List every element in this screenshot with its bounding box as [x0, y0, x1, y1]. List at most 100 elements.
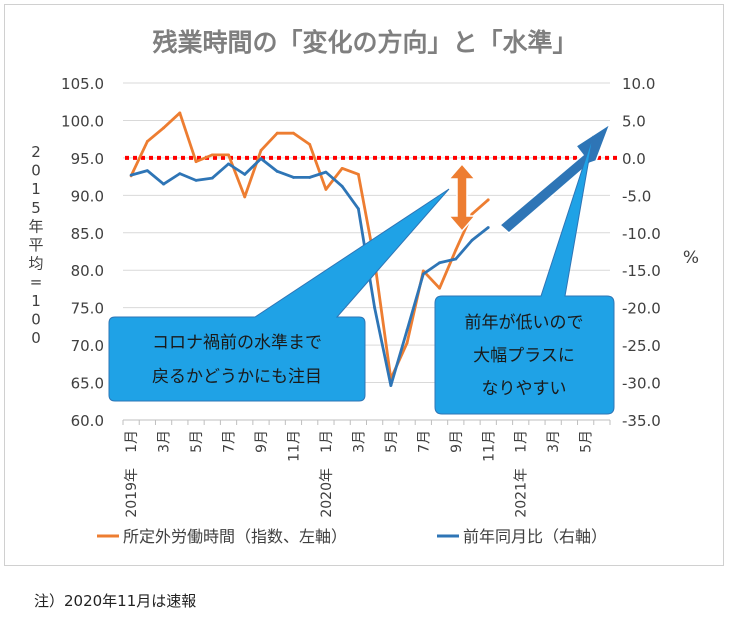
series-layer: [129, 111, 490, 387]
right-tick-label: -35.0: [622, 412, 661, 430]
data-point-0: [438, 286, 441, 290]
data-point-1: [292, 175, 295, 179]
left-tick-label: 65.0: [71, 375, 104, 393]
data-point-1: [389, 384, 393, 387]
data-point-1: [340, 184, 344, 188]
data-point-0: [178, 111, 182, 115]
x-tick-label: 3月: [351, 430, 367, 453]
left-tick-label: 70.0: [71, 337, 104, 355]
left-tick-label: 80.0: [71, 262, 104, 280]
x-tick-label: 3月: [546, 430, 562, 453]
x-tick-label: 1月: [514, 430, 530, 453]
rise-arrow-icon: [498, 122, 612, 234]
chart-svg: 残業時間の「変化の方向」と「水準」 105.0100.095.090.085.0…: [28, 28, 699, 546]
x-tick-label: 3月: [157, 430, 173, 453]
chart-title: 残業時間の「変化の方向」と「水準」: [152, 28, 577, 57]
data-point-1: [438, 261, 441, 265]
right-axis: 10.0 5.0 0.0 -5.0 -10.0 -15.0 -20.0 -25.0 -30.0 -…: [622, 75, 661, 430]
left-axis-title-char: 0: [31, 162, 41, 180]
right-tick-label: -25.0: [622, 337, 661, 355]
data-point-1: [162, 182, 165, 186]
data-point-1: [405, 328, 409, 332]
left-axis-title-char: 平: [28, 236, 43, 254]
data-point-0: [162, 126, 165, 130]
left-tick-label: 90.0: [71, 187, 104, 205]
x-year-label: 2020年: [319, 468, 335, 518]
x-tick-label: 9月: [449, 430, 465, 453]
chart-frame: 残業時間の「変化の方向」と「水準」 105.0 100.0 95.0 90.0 85.0…: [4, 4, 724, 566]
x-year-label: 2019年: [124, 468, 140, 518]
x-tick-label: 7月: [222, 430, 238, 453]
left-tick-label: 105.0: [61, 75, 104, 93]
right-tick-label: -20.0: [622, 300, 661, 318]
data-point-0: [340, 166, 344, 170]
left-tick-label: 60.0: [71, 412, 104, 430]
data-point-1: [275, 169, 279, 173]
x-tick-label: 9月: [254, 430, 270, 453]
data-point-0: [308, 143, 312, 146]
data-point-1: [210, 176, 214, 180]
left-axis-title-char: =: [30, 273, 43, 291]
callout-text-right: 大幅プラスに: [473, 346, 575, 366]
data-point-0: [405, 341, 409, 345]
gap-arrow-icon: [447, 162, 477, 233]
data-point-0: [275, 131, 279, 135]
left-axis-title-char: 0: [31, 310, 41, 328]
x-tick-label: 5月: [384, 430, 400, 453]
data-point-0: [227, 153, 230, 157]
x-tick-label: 1月: [319, 430, 335, 453]
callout-box-left: [108, 188, 450, 402]
x-tick-label: 11月: [481, 430, 497, 462]
right-tick-label: -15.0: [622, 262, 661, 280]
right-tick-label: 0.0: [622, 150, 646, 168]
data-point-1: [324, 170, 328, 174]
data-point-0: [454, 248, 458, 252]
right-tick-label: -5.0: [622, 187, 651, 205]
left-axis-title-char: 2: [31, 143, 41, 161]
data-point-1: [178, 172, 182, 176]
data-point-0: [194, 160, 198, 164]
callout-text-right: 前年が低いので: [465, 313, 584, 333]
data-point-0: [210, 153, 214, 157]
data-point-0: [145, 140, 149, 143]
left-axis-title-char: 0: [31, 329, 41, 347]
right-tick-label: -10.0: [622, 225, 661, 243]
callout-box-right: [434, 135, 615, 415]
x-axis: 1月 3月 5月 7月 9月 11月 1月 3月 5月 7月 9月 11月 1月 3月 5月 2019年 202…: [122, 419, 611, 518]
data-point-1: [308, 175, 312, 179]
data-point-0: [292, 131, 295, 135]
right-tick-label: -30.0: [622, 375, 661, 393]
left-tick-label: 75.0: [71, 300, 104, 318]
data-point-1: [356, 207, 360, 211]
left-axis-title-char: 均: [28, 255, 43, 273]
data-point-0: [324, 187, 328, 191]
legend-label-0: 所定外労働時間（指数、左軸）: [123, 527, 347, 546]
left-axis-title-char: 1: [31, 292, 41, 310]
footnote: 注）2020年11月は速報: [34, 592, 197, 610]
data-point-1: [454, 257, 458, 261]
data-point-1: [421, 272, 425, 276]
right-tick-label: 5.0: [622, 112, 646, 130]
left-tick-label: 100.0: [61, 112, 104, 130]
callout-text-left: コロナ禍前の水準まで: [152, 333, 322, 353]
left-axis-title-char: 1: [31, 180, 41, 198]
left-axis-title-char: 5: [31, 199, 41, 217]
data-point-0: [486, 198, 490, 202]
left-axis-title-char: 年: [28, 217, 43, 235]
x-tick-label: 5月: [579, 430, 595, 453]
x-tick-label: 5月: [189, 430, 205, 453]
data-point-0: [259, 149, 263, 152]
legend: 所定外労働時間（指数、左軸） 前年同月比（右軸）: [97, 527, 607, 546]
left-tick-label: 95.0: [71, 150, 104, 168]
right-tick-label: 10.0: [622, 75, 655, 93]
data-point-1: [129, 173, 133, 177]
data-point-1: [145, 169, 149, 173]
x-year-label: 2021年: [514, 468, 530, 518]
data-point-1: [373, 306, 377, 310]
annotation-arrows: [447, 122, 612, 234]
data-point-0: [356, 172, 360, 176]
left-tick-label: 85.0: [71, 225, 104, 243]
x-tick-label: 7月: [416, 430, 432, 453]
right-axis-title: %: [683, 248, 699, 268]
